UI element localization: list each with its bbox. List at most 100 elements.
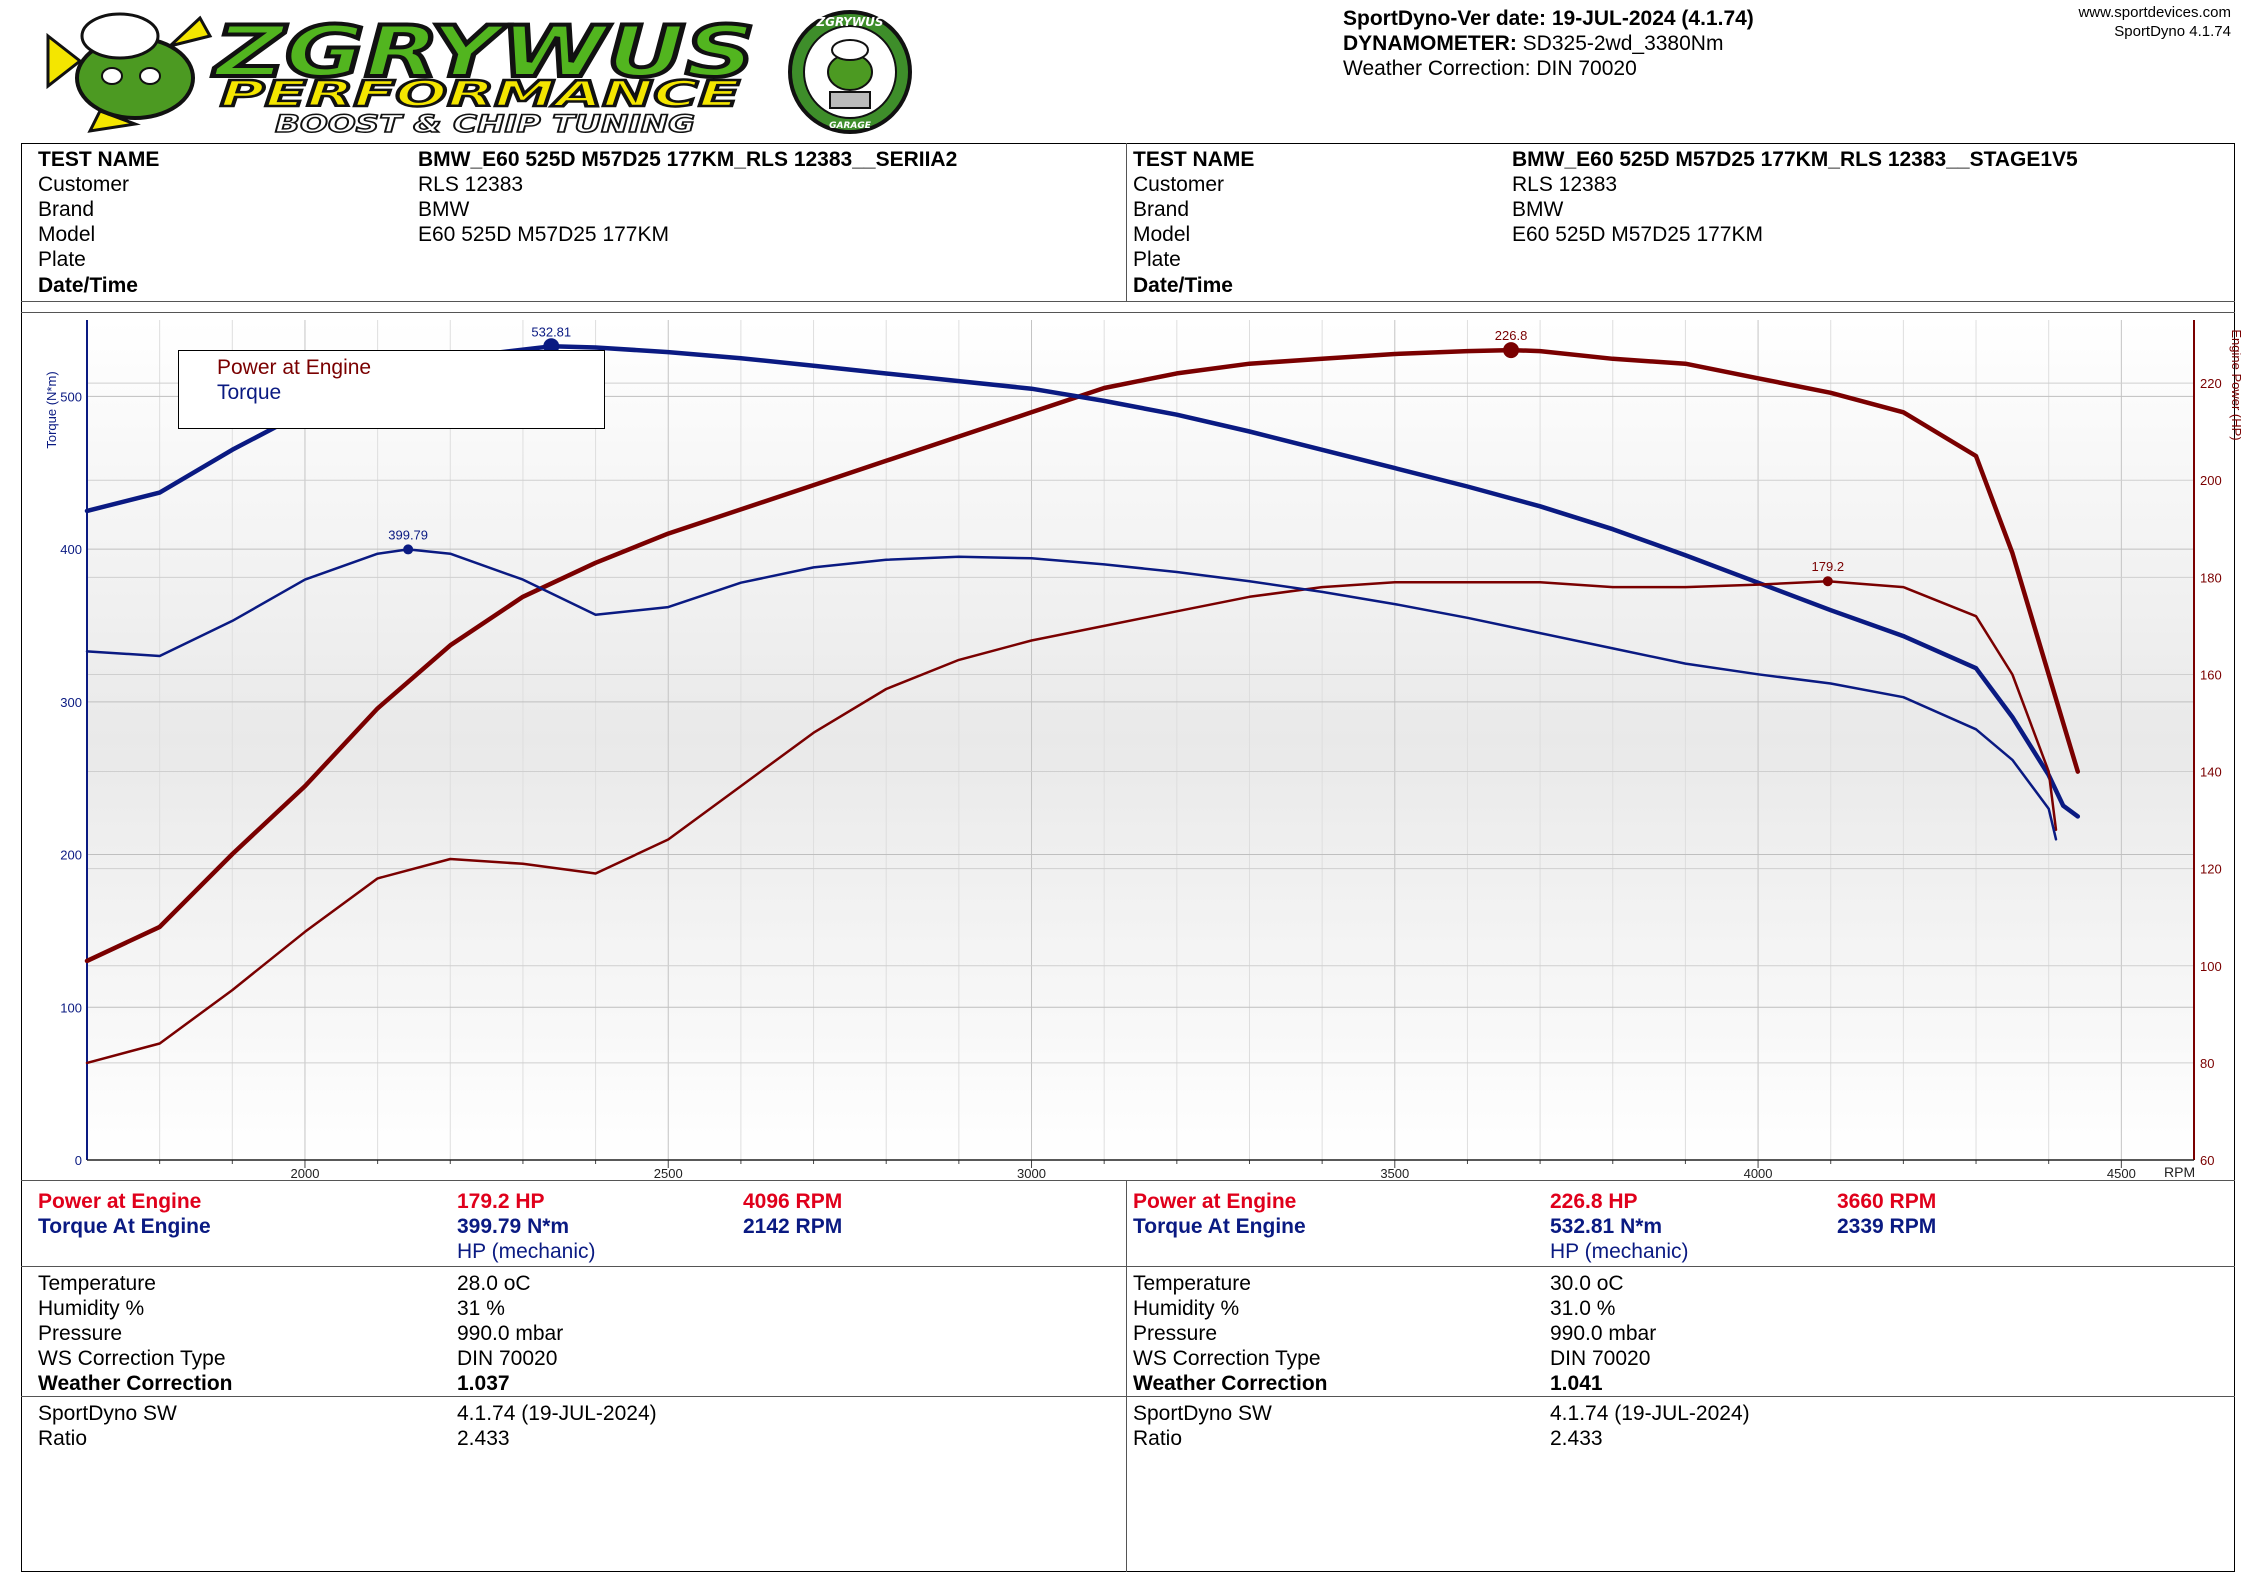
chart-legend: Power at Engine Torque xyxy=(178,350,605,429)
test1-pressure-label: Pressure xyxy=(38,1322,123,1345)
test2-model: E60 525D M57D25 177KM xyxy=(1512,223,1763,246)
divider-test-info xyxy=(1126,143,1127,301)
dynamometer-line: DYNAMOMETER: SD325-2wd_3380Nm xyxy=(1343,31,1754,56)
separator-conditions xyxy=(21,1266,2235,1267)
power-tick-label: 160 xyxy=(2200,667,2222,682)
test2-pressure: 990.0 mbar xyxy=(1550,1322,1657,1345)
test2-weather-label: Weather Correction xyxy=(1133,1372,1328,1395)
logo-graphic: ZGRYWUS PERFORMANCE BOOST & CHIP TUNING … xyxy=(46,9,912,139)
separator-chart-bottom xyxy=(21,1180,2235,1181)
test1-power-label: Power at Engine xyxy=(38,1190,202,1213)
test1-sw-label: SportDyno SW xyxy=(38,1402,177,1425)
test2-torque-value: 532.81 N*m xyxy=(1550,1215,1663,1238)
series-line-power-at-engine-stage1v5 xyxy=(84,347,2081,964)
power-tick-label: 100 xyxy=(2200,959,2222,974)
test1-temperature: 28.0 oC xyxy=(457,1272,531,1295)
test1-customer-label: Customer xyxy=(38,173,130,196)
power-tick-label: 140 xyxy=(2200,765,2222,780)
test2-model-label: Model xyxy=(1133,223,1191,246)
test2-humidity-label: Humidity % xyxy=(1133,1297,1240,1320)
test1-pressure: 990.0 mbar xyxy=(457,1322,564,1345)
brand-logo: ZGRYWUS PERFORMANCE BOOST & CHIP TUNING … xyxy=(40,6,920,139)
test1-weather-label: Weather Correction xyxy=(38,1372,233,1395)
test1-power-value: 179.2 HP xyxy=(457,1190,545,1213)
torque-tick-label: 100 xyxy=(60,1000,82,1015)
test2-sw: 4.1.74 (19-JUL-2024) xyxy=(1550,1402,1750,1425)
torque-tick-label: 400 xyxy=(60,542,82,557)
torque-tick-labels: 0 100 200 300 400 500 xyxy=(60,389,82,1168)
test1-torque-rpm: 2142 RPM xyxy=(743,1215,843,1238)
test1-plate-label: Plate xyxy=(38,248,86,271)
badge-top-text: ZGRYWUS xyxy=(815,15,883,29)
test1-test-name-label: TEST NAME xyxy=(38,148,160,171)
test1-brand: BMW xyxy=(418,198,470,221)
legend-torque: Torque xyxy=(217,381,282,404)
power-tick-label: 80 xyxy=(2200,1056,2214,1071)
test2-power-value: 226.8 HP xyxy=(1550,1190,1638,1213)
test2-sw-label: SportDyno SW xyxy=(1133,1402,1272,1425)
test1-model-label: Model xyxy=(38,223,96,246)
version-line: SportDyno-Ver date: 19-JUL-2024 (4.1.74) xyxy=(1343,7,1754,30)
torque-tick-label: 300 xyxy=(60,695,82,710)
test2-test-name: BMW_E60 525D M57D25 177KM_RLS 12383__STA… xyxy=(1512,148,2078,171)
site-url[interactable]: www.sportdevices.com xyxy=(2078,4,2231,21)
separator-software xyxy=(21,1396,2235,1397)
badge-bottom-text: GARAGE xyxy=(829,121,872,131)
test2-ws-type: DIN 70020 xyxy=(1550,1347,1651,1370)
torque-tick-label: 200 xyxy=(60,848,82,863)
x-tick-label: 2000 xyxy=(291,1166,320,1181)
dynamometer-value: SD325-2wd_3380Nm xyxy=(1522,32,1724,55)
test1-customer: RLS 12383 xyxy=(418,173,524,196)
test2-weather: 1.041 xyxy=(1550,1372,1603,1395)
peak-marker-torque-seriia2 xyxy=(403,544,414,555)
power-tick-label: 60 xyxy=(2200,1153,2214,1168)
legend-power: Power at Engine xyxy=(217,356,372,379)
test2-unit-note: HP (mechanic) xyxy=(1550,1240,1689,1263)
x-tick-labels: 2000 2500 3000 3500 4000 4500 xyxy=(291,1166,2136,1181)
report-frame xyxy=(21,143,2235,1572)
test2-humidity: 31.0 % xyxy=(1550,1297,1616,1320)
test2-temperature-label: Temperature xyxy=(1133,1272,1251,1295)
site-version: SportDyno 4.1.74 xyxy=(2114,23,2231,40)
logo-sub-text: PERFORMANCE xyxy=(220,74,741,115)
x-tick-label: 4000 xyxy=(1744,1166,1773,1181)
logo-tag-text: BOOST & CHIP TUNING xyxy=(275,110,695,136)
power-tick-label: 200 xyxy=(2200,473,2222,488)
torque-tick-label: 0 xyxy=(75,1153,82,1168)
dyno-info: SportDyno-Ver date: 19-JUL-2024 (4.1.74)… xyxy=(1343,6,1754,81)
power-tick-labels: 60 80 100 120 140 160 180 200 220 xyxy=(2200,376,2222,1168)
x-tick-label: 4500 xyxy=(2107,1166,2136,1181)
test2-customer: RLS 12383 xyxy=(1512,173,1618,196)
test1-model: E60 525D M57D25 177KM xyxy=(418,223,669,246)
test1-ws-type-label: WS Correction Type xyxy=(38,1347,226,1370)
x-tick-label: 3000 xyxy=(1017,1166,1046,1181)
separator-test-info xyxy=(21,301,2235,302)
dynamometer-label: DYNAMOMETER: xyxy=(1343,32,1517,55)
power-tick-label: 180 xyxy=(2200,570,2222,585)
peak-label-power-at-engine-seriia2: 179.2 xyxy=(1812,559,1845,574)
test2-power-label: Power at Engine xyxy=(1133,1190,1297,1213)
garage-badge: ZGRYWUS GARAGE xyxy=(788,10,912,134)
test1-ws-type: DIN 70020 xyxy=(457,1347,558,1370)
peak-label-power-at-engine-stage1v5: 226.8 xyxy=(1495,328,1528,343)
series-line-power-at-engine-seriia2 xyxy=(85,579,2058,1065)
test1-datetime-label: Date/Time xyxy=(38,274,138,297)
test1-brand-label: Brand xyxy=(38,198,95,221)
test1-unit-note: HP (mechanic) xyxy=(457,1240,596,1263)
divider-results xyxy=(1126,1180,1127,1572)
test1-temperature-label: Temperature xyxy=(38,1272,156,1295)
test2-test-name-label: TEST NAME xyxy=(1133,148,1255,171)
x-unit-label: RPM xyxy=(2164,1164,2195,1180)
test2-temperature: 30.0 oC xyxy=(1550,1272,1624,1295)
torque-tick-label: 500 xyxy=(60,389,82,404)
x-tick-label: 2500 xyxy=(654,1166,683,1181)
weather-correction-line: Weather Correction: DIN 70020 xyxy=(1343,57,1637,80)
test1-power-rpm: 4096 RPM xyxy=(743,1190,843,1213)
test1-ratio-label: Ratio xyxy=(38,1427,88,1450)
peak-label-torque-seriia2: 399.79 xyxy=(388,527,428,542)
power-axis-title: Engine Power (HP) xyxy=(2229,329,2241,440)
test1-sw: 4.1.74 (19-JUL-2024) xyxy=(457,1402,657,1425)
test2-brand: BMW xyxy=(1512,198,1564,221)
test2-torque-rpm: 2339 RPM xyxy=(1837,1215,1937,1238)
